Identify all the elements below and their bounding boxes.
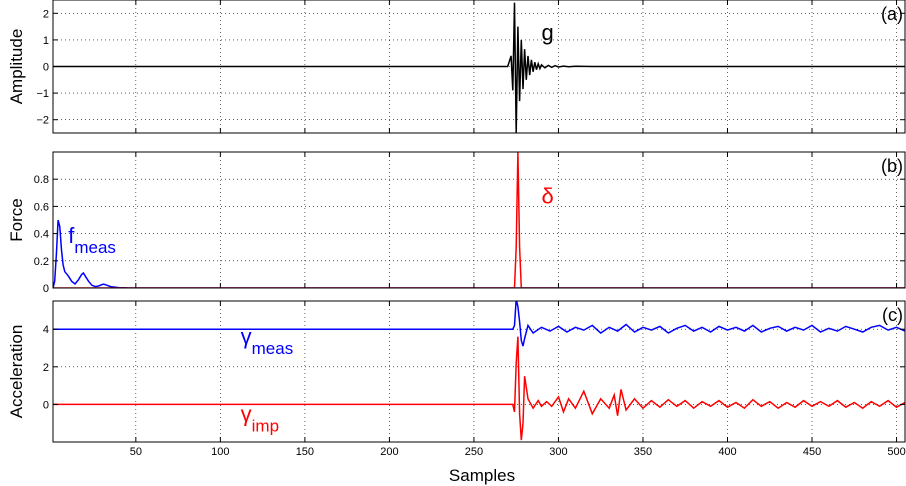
panel-label: (a) (881, 4, 903, 24)
y-tick-label: 2 (43, 8, 49, 20)
panel-2: 0 0.2 0.4 0.6 0.8 Force (b) fmeas δ (7, 151, 906, 295)
plot-frame (52, 300, 906, 443)
panel-label: (b) (881, 156, 903, 176)
y-tick-label: −2 (36, 115, 49, 127)
series-annotation: g (542, 20, 554, 45)
series-line-1 (53, 301, 905, 347)
x-tick-label: 350 (634, 446, 652, 458)
x-tick-label: 250 (465, 446, 483, 458)
plot-frame (52, 151, 906, 289)
series-annotation: γmeas (241, 324, 294, 358)
y-tick-label: 0.6 (34, 201, 49, 213)
y-tick-label: 4 (43, 324, 49, 336)
x-tick-label: 200 (380, 446, 398, 458)
y-tick-label: 0 (43, 283, 49, 295)
y-tick-label: 0.8 (34, 174, 49, 186)
y-axis-label: Force (7, 198, 26, 241)
x-tick-label: 300 (549, 446, 567, 458)
y-tick-label: 0 (43, 399, 49, 411)
series-line-1 (53, 219, 905, 288)
x-tick-label: 500 (887, 446, 905, 458)
series-annotation: δ (542, 184, 554, 209)
y-tick-label: 0.4 (34, 229, 49, 241)
x-tick-label: 100 (211, 446, 229, 458)
y-tick-label: 0 (43, 62, 49, 74)
panel-label: (c) (882, 305, 903, 325)
y-tick-label: 0.2 (34, 256, 49, 268)
y-axis-label: Amplitude (7, 29, 26, 105)
y-tick-label: 1 (43, 35, 49, 47)
series-line-1 (53, 2, 905, 133)
y-tick-label: 2 (43, 362, 49, 374)
x-axis-label: Samples (449, 466, 515, 485)
series-annotation: fmeas (68, 223, 116, 257)
x-tick-label: 450 (803, 446, 821, 458)
y-axis-label: Acceleration (7, 325, 26, 419)
series-annotation: γimp (241, 401, 279, 435)
panel-1: −2 −1 0 1 2 Amplitude (a) g (7, 0, 906, 134)
y-tick-label: −1 (36, 88, 49, 100)
x-tick-label: 400 (718, 446, 736, 458)
series-line-2 (53, 152, 905, 288)
x-tick-label: 150 (296, 446, 314, 458)
series-line-2 (53, 336, 905, 441)
x-tick-label: 50 (130, 446, 142, 458)
